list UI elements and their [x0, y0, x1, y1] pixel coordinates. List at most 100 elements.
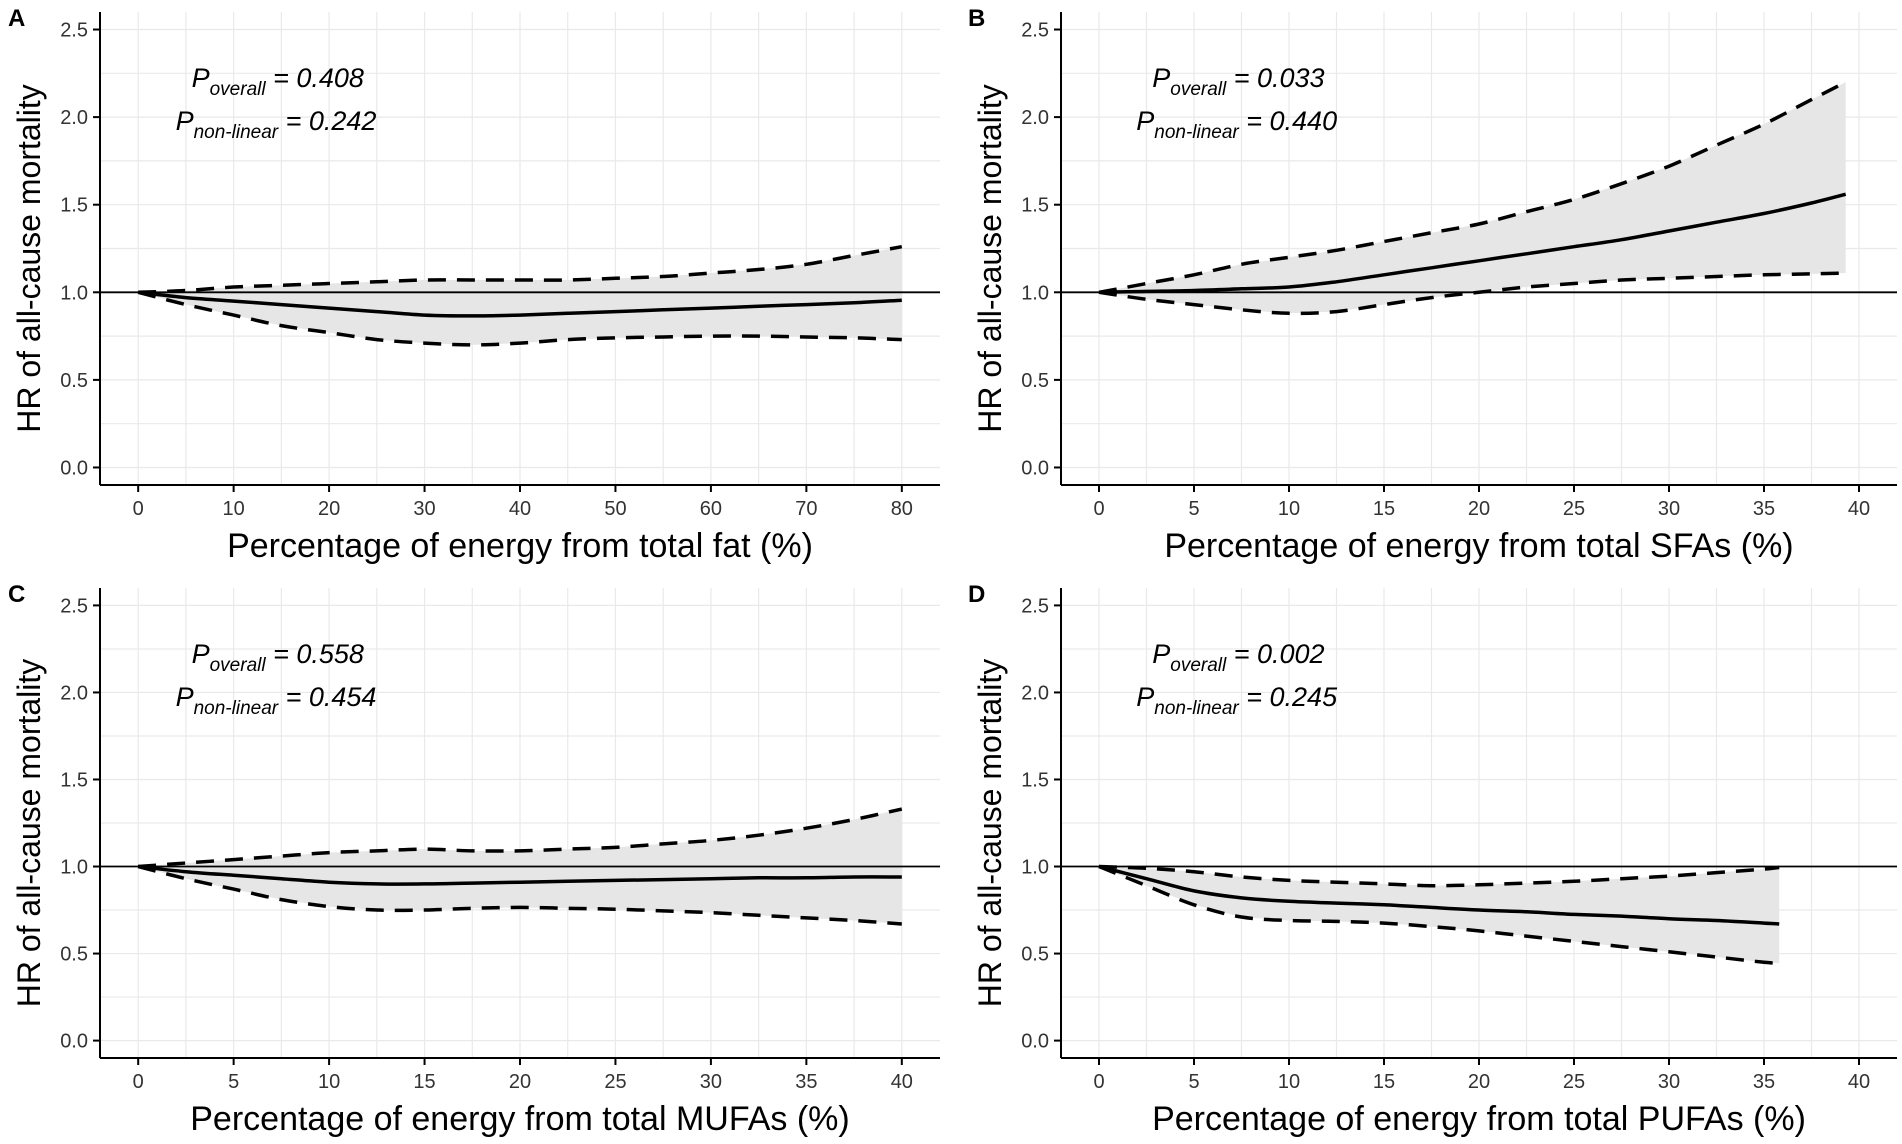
y-axis-title: HR of all-cause mortality — [972, 659, 1008, 1008]
y-tick-label: 2.0 — [1021, 682, 1049, 704]
y-axis-title: HR of all-cause mortality — [11, 659, 47, 1008]
y-tick-label: 1.0 — [60, 857, 88, 879]
y-axis-title: HR of all-cause mortality — [11, 84, 47, 433]
x-tick-label: 35 — [795, 1071, 817, 1093]
upper-ci-line — [138, 807, 903, 869]
x-tick-label: 40 — [891, 1071, 913, 1093]
x-tick-label: 30 — [413, 498, 435, 520]
y-tick-label: 1.5 — [60, 195, 88, 217]
x-tick-label: 35 — [1753, 1071, 1775, 1093]
x-tick-label: 5 — [1188, 1071, 1199, 1093]
confidence-band — [138, 246, 902, 345]
x-axis-title: Percentage of energy from total MUFAs (%… — [190, 1100, 849, 1138]
x-tick-label: 5 — [228, 1071, 239, 1093]
y-tick-label: 1.0 — [60, 282, 88, 304]
x-tick-label: 40 — [1848, 498, 1870, 520]
lower-ci-line — [1098, 271, 1846, 316]
y-tick-label: 2.5 — [60, 20, 88, 42]
x-tick-label: 35 — [1753, 498, 1775, 520]
x-tick-label: 50 — [604, 498, 626, 520]
y-tick-label: 0.0 — [1021, 1031, 1049, 1053]
x-tick-label: 15 — [1373, 1071, 1395, 1093]
y-tick-label: 0.5 — [60, 370, 88, 392]
x-axis-title: Percentage of energy from total PUFAs (%… — [1152, 1100, 1806, 1138]
y-axis-title: HR of all-cause mortality — [972, 84, 1008, 433]
x-tick-label: 70 — [795, 498, 817, 520]
panel-letter: D — [968, 581, 985, 608]
panel-d: 0 5 10 15 20 25 30 35 40 0.0 0.5 1.0 1.5 2.0 2.5 Percen… — [968, 581, 1897, 1138]
x-tick-label: 30 — [1658, 1071, 1680, 1093]
panel-c: 0 5 10 15 20 25 30 35 40 0.0 0.5 1.0 1.5 2.0 2.5 Percen… — [8, 581, 940, 1138]
y-tick-label: 2.0 — [60, 682, 88, 704]
x-tick-label: 20 — [509, 1071, 531, 1093]
x-tick-label: 80 — [891, 498, 913, 520]
p-nonlinear-annotation: Pnon-linear = 0.245 — [1136, 682, 1338, 719]
x-tick-label: 0 — [133, 498, 144, 520]
y-tick-label: 1.0 — [1021, 857, 1049, 879]
x-tick-label: 15 — [1373, 498, 1395, 520]
x-tick-label: 10 — [1278, 498, 1300, 520]
upper-ci-line — [1098, 864, 1780, 888]
upper-ci-line — [138, 244, 903, 295]
y-tick-label: 0.5 — [60, 944, 88, 966]
x-tick-label: 40 — [509, 498, 531, 520]
y-tick-label: 2.5 — [1021, 20, 1049, 42]
panel-letter: A — [8, 5, 25, 32]
y-tick-label: 2.0 — [60, 107, 88, 129]
x-tick-label: 10 — [318, 1071, 340, 1093]
x-tick-label: 0 — [133, 1071, 144, 1093]
y-tick-label: 2.0 — [1021, 107, 1049, 129]
lower-ci-line — [137, 290, 902, 347]
x-tick-label: 20 — [1468, 498, 1490, 520]
p-nonlinear-annotation: Pnon-linear = 0.454 — [176, 682, 377, 719]
p-nonlinear-annotation: Pnon-linear = 0.242 — [176, 106, 377, 143]
x-tick-label: 0 — [1093, 1071, 1104, 1093]
panel-b: 0 5 10 15 20 25 30 35 40 0.0 0.5 1.0 1.5 2.0 2.5 Percen… — [968, 5, 1897, 565]
hr-line — [138, 864, 902, 886]
x-tick-label: 25 — [1563, 1071, 1585, 1093]
p-overall-annotation: Poverall = 0.558 — [192, 639, 364, 676]
y-tick-label: 2.5 — [60, 595, 88, 617]
x-tick-label: 30 — [700, 1071, 722, 1093]
y-tick-label: 1.5 — [1021, 769, 1049, 791]
x-axis-title: Percentage of energy from total SFAs (%) — [1164, 527, 1793, 565]
upper-ci-line — [1098, 80, 1847, 295]
x-tick-label: 60 — [700, 498, 722, 520]
confidence-band — [1099, 82, 1846, 314]
y-tick-label: 0.0 — [1021, 457, 1049, 479]
x-tick-label: 25 — [604, 1071, 626, 1093]
p-nonlinear-annotation: Pnon-linear = 0.440 — [1136, 106, 1337, 143]
y-tick-label: 2.5 — [1021, 595, 1049, 617]
panel-letter: C — [8, 581, 25, 608]
lower-ci-line — [137, 864, 902, 926]
p-overall-annotation: Poverall = 0.002 — [1152, 639, 1324, 676]
x-tick-label: 5 — [1188, 498, 1199, 520]
y-tick-label: 0.5 — [1021, 370, 1049, 392]
y-tick-label: 1.5 — [60, 769, 88, 791]
x-tick-label: 20 — [318, 498, 340, 520]
x-tick-label: 10 — [223, 498, 245, 520]
y-tick-label: 0.0 — [60, 1031, 88, 1053]
hr-line — [138, 290, 902, 318]
hr-line — [1098, 192, 1847, 295]
x-tick-label: 40 — [1848, 1071, 1870, 1093]
x-tick-label: 25 — [1563, 498, 1585, 520]
y-tick-label: 0.5 — [1021, 944, 1049, 966]
p-overall-annotation: Poverall = 0.033 — [1152, 63, 1324, 100]
hr-line — [1098, 864, 1780, 926]
x-tick-label: 15 — [413, 1071, 435, 1093]
x-tick-label: 0 — [1093, 498, 1104, 520]
p-overall-annotation: Poverall = 0.408 — [192, 63, 364, 100]
panel-letter: B — [968, 5, 985, 32]
x-axis-title: Percentage of energy from total fat (%) — [227, 527, 813, 565]
x-tick-label: 10 — [1278, 1071, 1300, 1093]
y-tick-label: 1.5 — [1021, 195, 1049, 217]
y-tick-label: 0.0 — [60, 457, 88, 479]
panel-a: 0 10 20 30 40 50 60 70 80 0.0 0.5 1.0 1.5 2.0 2.5 Perce… — [8, 5, 940, 565]
confidence-band — [1099, 866, 1780, 964]
y-tick-label: 1.0 — [1021, 282, 1049, 304]
x-tick-label: 30 — [1658, 498, 1680, 520]
lower-ci-line — [1098, 864, 1780, 965]
x-tick-label: 20 — [1468, 1071, 1490, 1093]
